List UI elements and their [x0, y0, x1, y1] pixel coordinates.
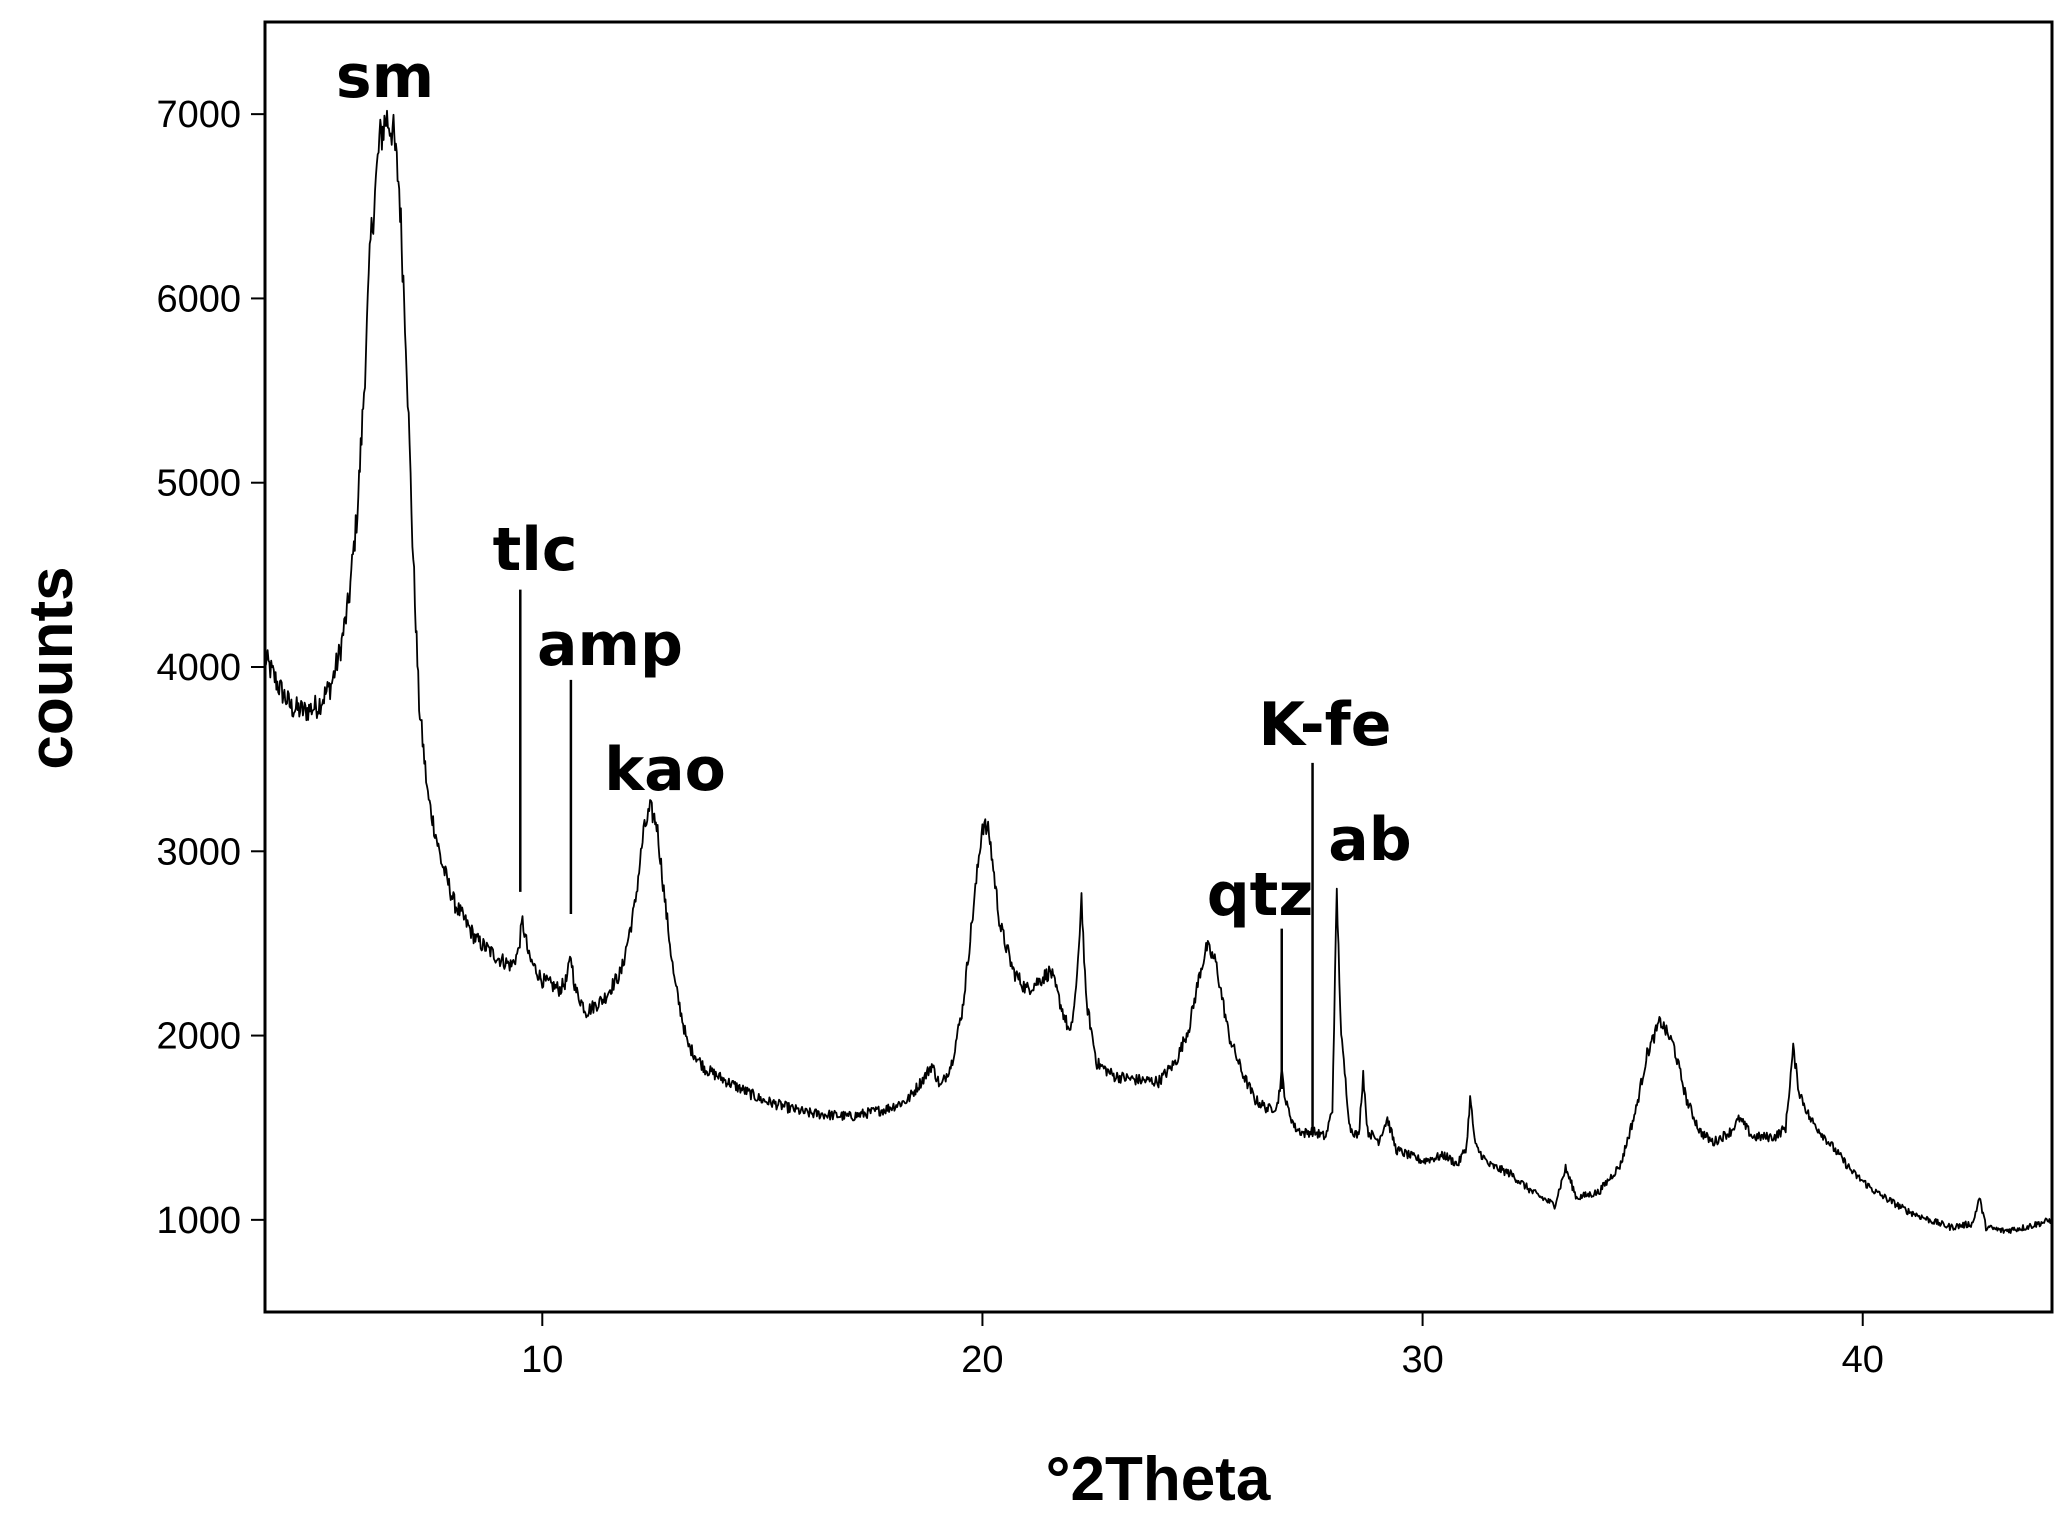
y-tick-label: 1000	[156, 1200, 241, 1242]
y-tick-label: 5000	[156, 463, 241, 505]
peak-label: sm	[336, 42, 434, 112]
diffraction-pattern-line	[264, 109, 2053, 1234]
peak-label: tlc	[493, 515, 578, 585]
y-tick-label: 4000	[156, 647, 241, 689]
y-tick-label: 3000	[156, 831, 241, 873]
peak-label: amp	[537, 610, 683, 680]
x-tick-label: 30	[1401, 1339, 1443, 1381]
y-tick-label: 2000	[156, 1016, 241, 1058]
y-tick-label: 6000	[156, 278, 241, 320]
x-tick-label: 20	[961, 1339, 1003, 1381]
x-axis-title: °2Theta	[1046, 1445, 1271, 1514]
x-axis-ticks: 10 20 30 40	[521, 1312, 1884, 1381]
x-tick-label: 10	[521, 1339, 563, 1381]
plot-frame	[263, 20, 2054, 1314]
y-tick-label: 7000	[156, 94, 241, 136]
x-tick-label: 40	[1842, 1339, 1884, 1381]
peak-label: qtz	[1207, 860, 1314, 930]
peak-label: K-fe	[1259, 690, 1392, 760]
y-axis-ticks: 1000 2000 3000 4000 5000 6000 7000	[156, 94, 265, 1242]
peak-label: ab	[1328, 805, 1411, 875]
peak-label: kao	[604, 735, 726, 805]
y-axis-title: counts	[17, 566, 86, 769]
